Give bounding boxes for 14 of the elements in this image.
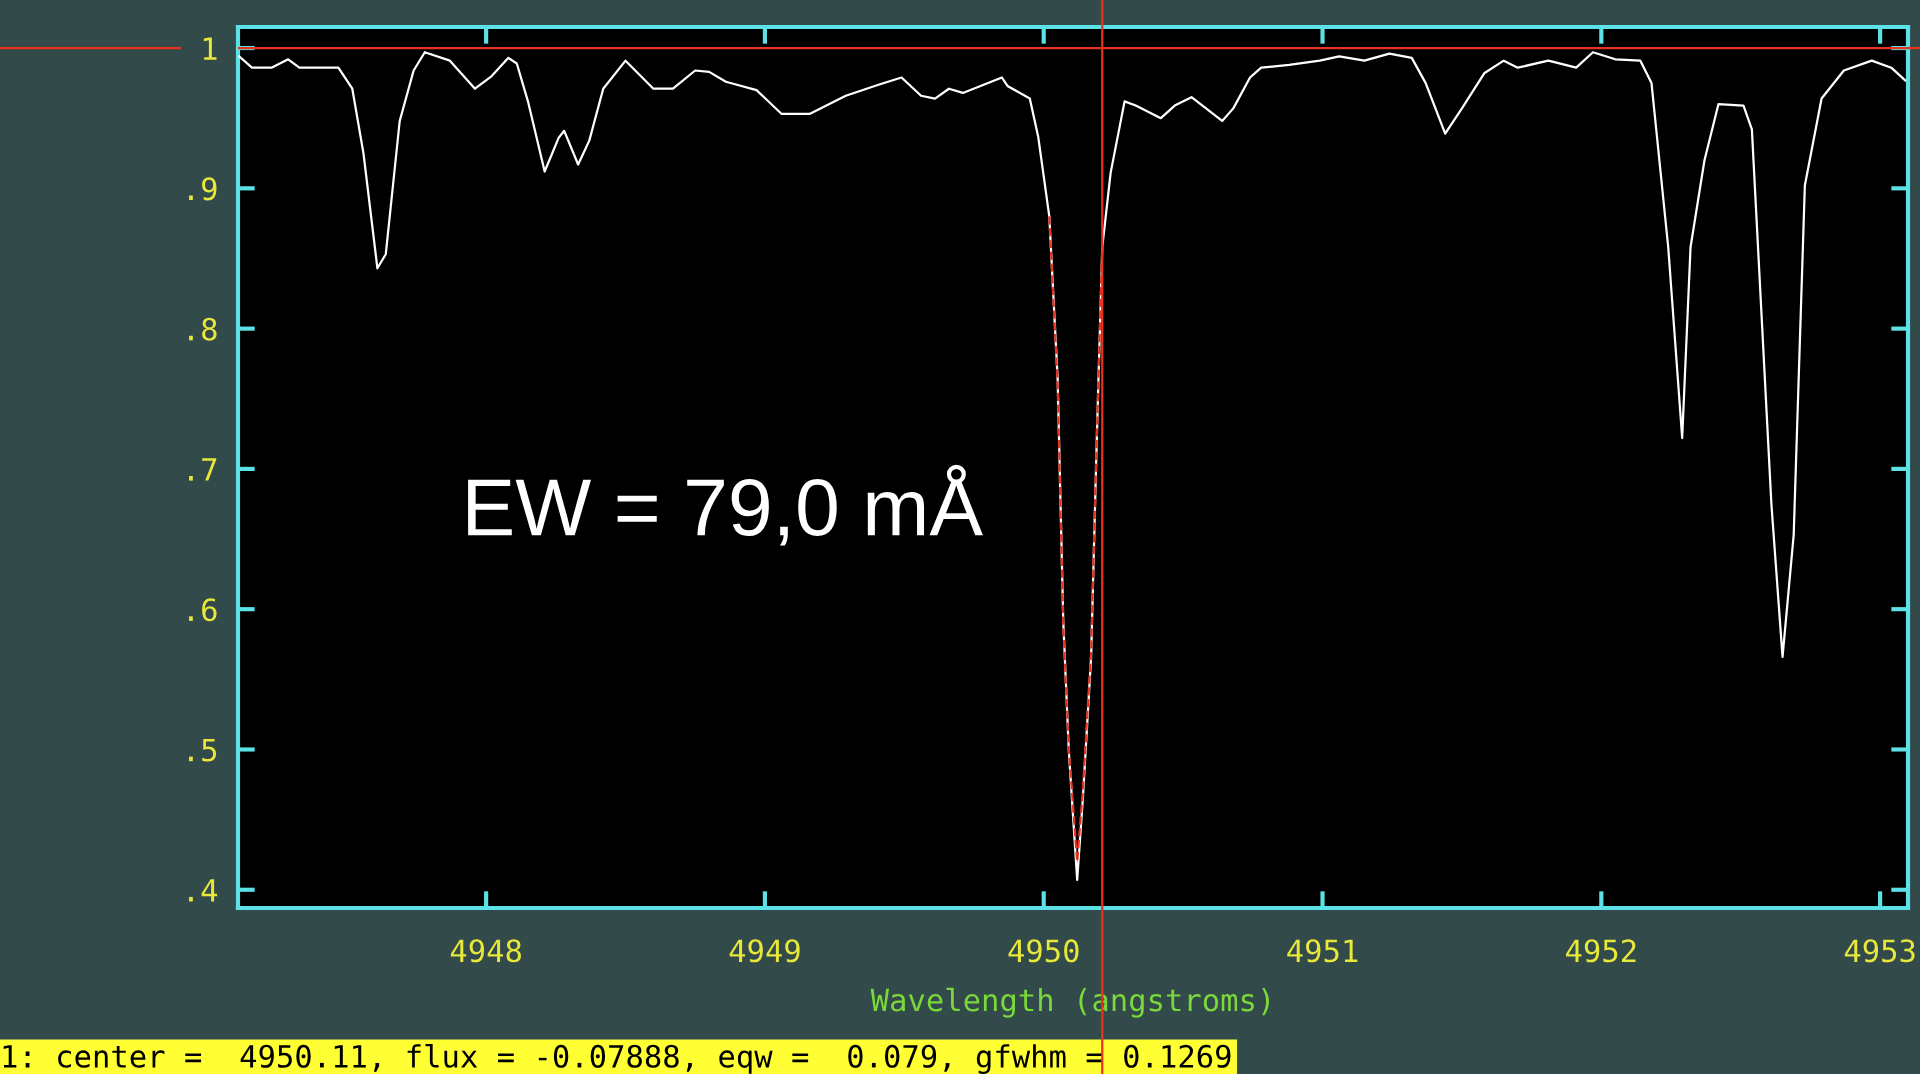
x-tick-label: 4953	[1844, 939, 1915, 963]
y-tick-label: .8	[189, 317, 217, 341]
y-tick-label: .5	[189, 738, 217, 762]
x-tick-label: 4950	[1008, 939, 1079, 963]
x-tick-label: 4951	[1287, 939, 1358, 963]
x-tick-label: 4949	[729, 939, 800, 963]
y-tick-label: .4	[189, 879, 218, 902]
y-tick-label: 1	[203, 37, 217, 60]
annotation: EW = 79,0 mÅ	[468, 464, 983, 546]
x-tick-label: 4952	[1566, 939, 1636, 963]
y-tick-label: .6	[189, 598, 217, 622]
y-tick-label: .9	[189, 177, 217, 201]
y-tick-label: .7	[189, 458, 217, 481]
x-tick-label: 4948	[450, 939, 521, 963]
